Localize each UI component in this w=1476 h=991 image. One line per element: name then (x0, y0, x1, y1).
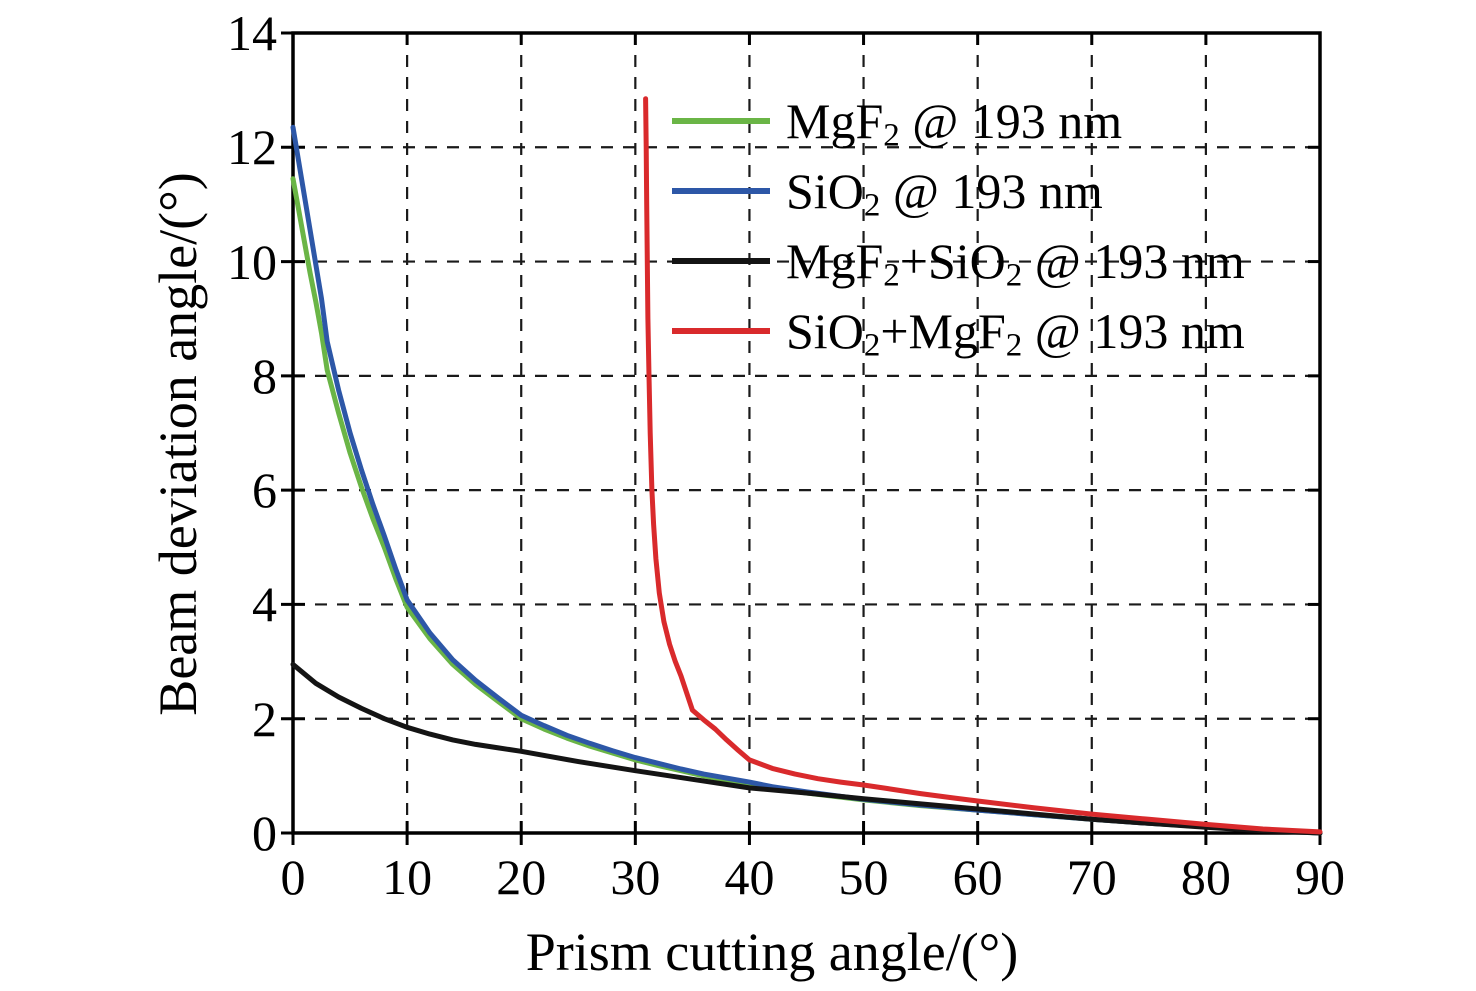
y-tick-label-2: 2 (252, 690, 277, 747)
y-tick-label-10: 10 (227, 233, 277, 290)
legend-label-text: SiO (786, 303, 864, 359)
y-tick-label-14: 14 (227, 5, 277, 61)
legend-label-text: @ 193 nm (1022, 233, 1245, 289)
series-mgf2_sio2-line (290, 661, 1323, 836)
legend-label-subscript: 2 (863, 327, 881, 364)
legend-label-subscript: 2 (1005, 257, 1023, 294)
legend-row-sio2_mgf2: SiO2+MgF2 @ 193 nm (672, 296, 1245, 366)
y-tick-label-4: 4 (252, 576, 277, 633)
x-tick-label-20: 20 (496, 849, 547, 905)
legend-label-subscript: 2 (1005, 327, 1023, 364)
legend-line-swatch-mgf2 (672, 118, 770, 124)
legend-label-text: MgF (786, 233, 884, 289)
legend-label-text: MgF (786, 93, 884, 149)
y-tick-label-8: 8 (252, 347, 277, 404)
y-tick-label-0: 0 (252, 805, 277, 861)
legend-label-mgf2_sio2: MgF2+SiO2 @ 193 nm (786, 233, 1245, 292)
x-tick-label-90: 90 (1295, 849, 1345, 905)
legend-line-swatch-sio2_mgf2 (672, 328, 770, 334)
x-axis-title: Prism cutting angle/(°) (525, 922, 1019, 982)
legend-label-text: @ 193 nm (1022, 303, 1245, 359)
legend-row-mgf2_sio2: MgF2+SiO2 @ 193 nm (672, 226, 1245, 296)
x-tick-label-10: 10 (382, 849, 433, 905)
y-tick-label-12: 12 (227, 119, 277, 176)
legend-label-sio2: SiO2 @ 193 nm (786, 163, 1103, 222)
y-tick-label-6: 6 (252, 462, 277, 519)
y-axis-title: Beam deviation angle/(°) (148, 172, 208, 716)
legend-label-text: @ 193 nm (899, 93, 1123, 149)
legend-label-text: +MgF (880, 303, 1006, 359)
plot-border (291, 31, 1322, 835)
x-tick-label-60: 60 (952, 849, 1003, 905)
x-tick-label-70: 70 (1066, 849, 1117, 905)
series-sio2_mgf2-line (643, 96, 1323, 835)
x-tick-label-30: 30 (610, 849, 661, 905)
legend-row-sio2: SiO2 @ 193 nm (672, 156, 1245, 226)
legend-line-swatch-mgf2_sio2 (672, 258, 770, 264)
legend-label-text: SiO (786, 163, 864, 219)
legend-label-subscript: 2 (883, 117, 900, 154)
x-tick-label-80: 80 (1180, 849, 1231, 905)
legend-label-text: @ 193 nm (880, 163, 1103, 219)
legend-row-mgf2: MgF2 @ 193 nm (672, 86, 1245, 156)
legend-line-swatch-sio2 (672, 188, 770, 194)
legend-label-subscript: 2 (883, 257, 900, 294)
legend-label-sio2_mgf2: SiO2+MgF2 @ 193 nm (786, 303, 1245, 362)
legend-label-subscript: 2 (863, 187, 881, 224)
legend-label-mgf2: MgF2 @ 193 nm (786, 93, 1123, 152)
x-tick-label-50: 50 (838, 849, 889, 905)
x-tick-label-40: 40 (724, 849, 775, 905)
legend: MgF2 @ 193 nm SiO2 @ 193 nm MgF2+SiO2 @ 19… (672, 86, 1245, 366)
legend-label-text: +SiO (899, 233, 1006, 289)
x-tick-label-0: 0 (280, 849, 306, 905)
